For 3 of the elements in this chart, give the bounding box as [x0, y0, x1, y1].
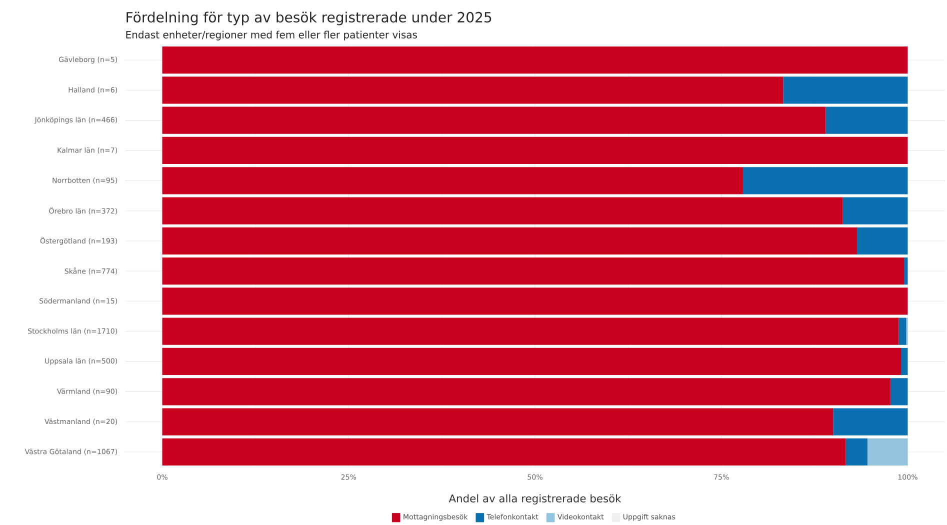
chart-title: Fördelning för typ av besök registrerade under 2025 [126, 12, 492, 26]
x-axis-title: Andel av alla registrerade besök [448, 494, 622, 505]
chart-subtitle: Endast enheter/regioner med fem eller fler patienter visas [126, 30, 418, 40]
